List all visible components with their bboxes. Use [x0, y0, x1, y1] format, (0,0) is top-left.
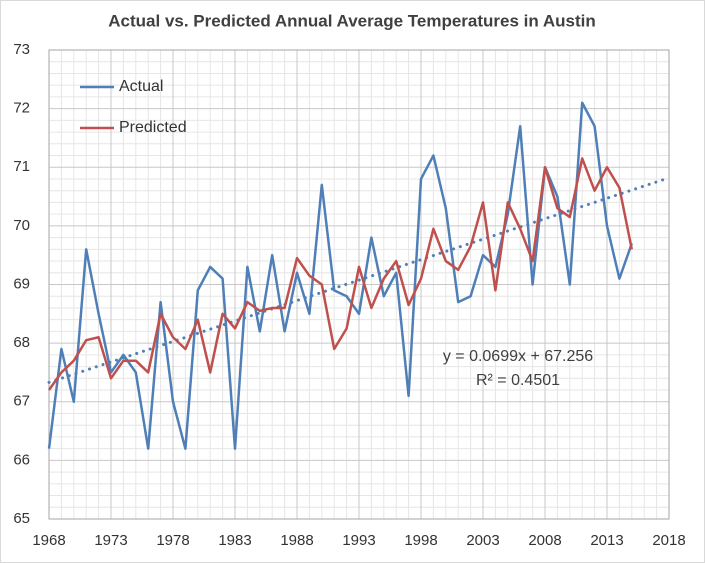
- y-tick-label: 69: [13, 275, 30, 292]
- chart-title: Actual vs. Predicted Annual Average Temp…: [108, 11, 595, 30]
- plot-area: [48, 49, 670, 520]
- trendline-equation: R² = 0.4501: [476, 372, 560, 389]
- x-tick-label: 1993: [342, 532, 375, 549]
- y-tick-label: 65: [13, 510, 30, 527]
- x-tick-label: 1978: [156, 532, 189, 549]
- trendline: [47, 176, 671, 384]
- y-tick-label: 67: [13, 393, 30, 410]
- x-tick-label: 2013: [590, 532, 623, 549]
- x-tick-label: 1968: [32, 532, 65, 549]
- x-tick-label: 1998: [404, 532, 437, 549]
- legend-label: Predicted: [119, 119, 187, 136]
- y-tick-label: 66: [13, 451, 30, 468]
- x-tick-label: 2018: [652, 532, 685, 549]
- y-tick-label: 73: [13, 41, 30, 58]
- series-line: [47, 101, 633, 450]
- trendline-equation: y = 0.0699x + 67.256: [443, 348, 593, 365]
- legend-label: Actual: [119, 78, 163, 95]
- y-tick-label: 71: [13, 158, 30, 175]
- x-tick-label: 1973: [94, 532, 127, 549]
- x-tick-label: 2008: [528, 532, 561, 549]
- x-tick-label: 1988: [280, 532, 313, 549]
- y-tick-label: 70: [13, 217, 30, 234]
- x-tick-label: 1983: [218, 532, 251, 549]
- y-tick-label: 68: [13, 334, 30, 351]
- y-tick-label: 72: [13, 100, 30, 117]
- x-tick-label: 2003: [466, 532, 499, 549]
- series-line: [47, 157, 634, 391]
